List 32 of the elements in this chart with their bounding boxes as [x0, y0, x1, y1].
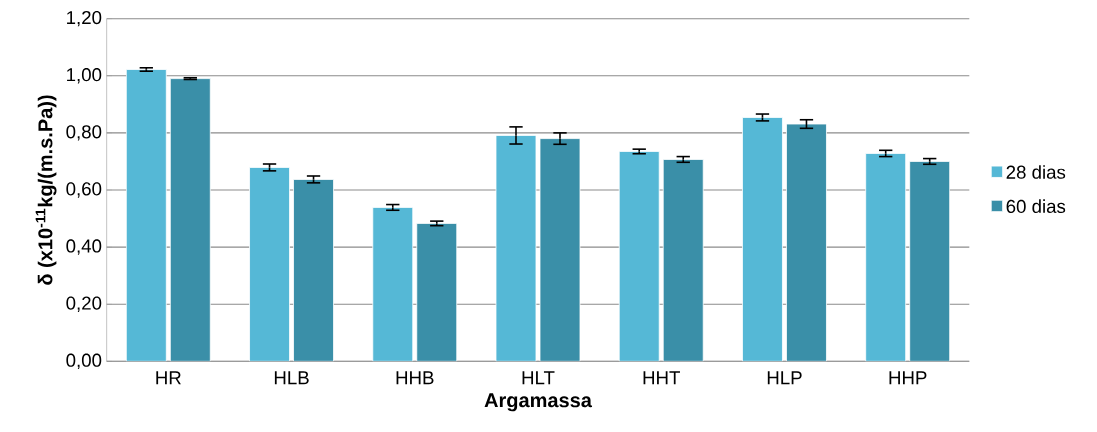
bar: [372, 207, 414, 362]
legend-label: 28 dias: [1006, 165, 1066, 179]
bar: [786, 123, 827, 362]
y-axis-title: δ (x10$^{-11}$kg/(m.s.Pa)): [35, 95, 57, 285]
y-tick-label: 0,60: [66, 182, 102, 198]
bar: [125, 69, 167, 362]
x-tick-label: HLT: [522, 371, 555, 385]
bar: [169, 78, 211, 362]
bar: [865, 153, 907, 362]
bar: [909, 161, 951, 362]
x-tick-label: HHT: [643, 371, 680, 385]
x-tick-label: HLB: [274, 371, 309, 385]
bar: [618, 151, 660, 362]
bar: [539, 138, 581, 362]
x-tick-label: HR: [156, 371, 181, 385]
x-axis-title: Argamassa: [484, 393, 593, 412]
bar: [416, 223, 458, 362]
y-tick-label: 0,40: [66, 239, 102, 255]
bar: [249, 167, 290, 362]
bar: [495, 135, 537, 362]
y-tick-label: 1,20: [67, 10, 102, 27]
x-tick-label: HHB: [396, 371, 434, 385]
bar: [742, 117, 783, 362]
bar: [293, 179, 334, 362]
bar: [662, 159, 704, 362]
x-tick-label: HLP: [767, 371, 802, 385]
y-tick-label: 0,00: [66, 353, 102, 370]
y-tick-label: 0,80: [66, 125, 102, 141]
y-tick-label: 0,20: [66, 296, 102, 312]
x-tick-label: HHP: [889, 371, 927, 385]
legend-label: 60 dias: [1006, 199, 1066, 214]
y-tick-label: 1,00: [67, 68, 102, 84]
